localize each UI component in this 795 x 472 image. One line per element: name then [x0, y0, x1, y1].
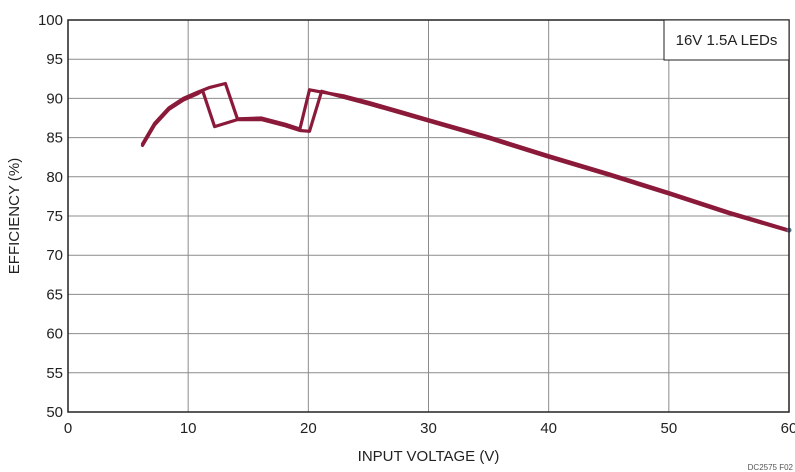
x-tick-label: 20 — [300, 420, 317, 437]
x-tick-label: 40 — [540, 420, 557, 437]
x-axis-title: INPUT VOLTAGE (V) — [358, 448, 500, 465]
y-tick-label: 90 — [46, 90, 63, 107]
y-tick-label: 60 — [46, 326, 63, 343]
series-line-2 — [140, 88, 791, 233]
figure-code: DC2575 F02 — [748, 463, 794, 472]
y-tick-label: 70 — [46, 247, 63, 264]
series-layer — [140, 81, 792, 233]
legend-label: 16V 1.5A LEDs — [676, 32, 778, 49]
legend-box: 16V 1.5A LEDs — [663, 19, 790, 61]
y-tick-label: 85 — [46, 130, 63, 147]
plot-frame — [67, 19, 790, 413]
y-axis-title: EFFICIENCY (%) — [6, 158, 23, 274]
grid-layer — [68, 20, 789, 412]
y-tick-label: 80 — [46, 169, 63, 186]
series-line-1 — [140, 81, 791, 232]
x-tick-label: 10 — [180, 420, 197, 437]
y-tick-label: 75 — [46, 208, 63, 225]
y-tick-label: 55 — [46, 365, 63, 382]
y-tick-label: 100 — [38, 12, 63, 29]
tick-labels: 0 10 20 30 40 50 60 50 55 60 65 70 75 80 85 90 95 100 — [38, 12, 795, 437]
x-tick-label: 50 — [660, 420, 677, 437]
x-tick-label: 0 — [64, 420, 72, 437]
y-tick-label: 95 — [46, 51, 63, 68]
y-tick-label: 50 — [46, 404, 63, 421]
x-tick-label: 30 — [420, 420, 437, 437]
x-tick-label: 60 — [781, 420, 795, 437]
y-tick-label: 65 — [46, 286, 63, 303]
